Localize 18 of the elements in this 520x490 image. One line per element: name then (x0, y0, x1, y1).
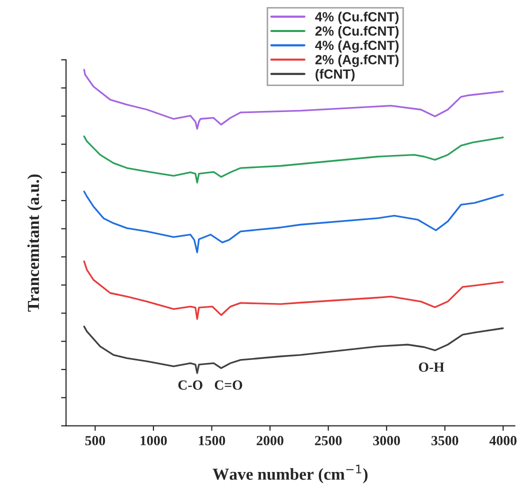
x-tick-label: 4000 (489, 436, 517, 446)
legend-label: 2% (Ag.fCNT) (315, 54, 399, 68)
x-tick-label: 1000 (140, 436, 167, 446)
legend-label: (fCNT) (316, 69, 355, 82)
annotation: O-H (418, 362, 444, 372)
x-tick-label: 500 (85, 436, 106, 446)
x-tick-label: 3000 (373, 436, 400, 446)
y-axis-title: Trancemitant (a.u.) (27, 174, 42, 312)
legend-label: 4% (Ag.fCNT) (315, 40, 399, 53)
annotation: C=O (214, 380, 242, 390)
x-tick-label: 1500 (198, 436, 226, 446)
legend-label: 4% (Cu.fCNT) (315, 12, 399, 24)
x-tick-label: 3500 (431, 436, 458, 446)
x-axis-title: Wave number (cm$^{−1}$) (212, 464, 368, 484)
legend-label: 2% (Cu.fCNT) (315, 26, 399, 38)
x-tick-label: 2000 (256, 436, 284, 446)
annotation: C-O (178, 380, 202, 390)
x-tick-label: 2500 (314, 436, 342, 446)
